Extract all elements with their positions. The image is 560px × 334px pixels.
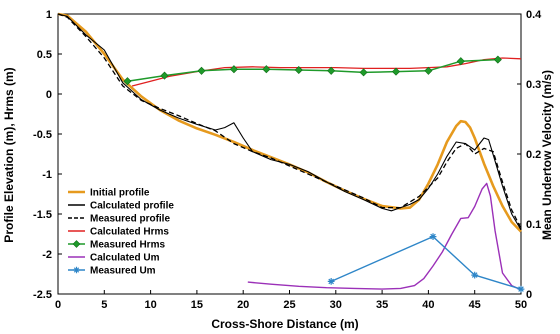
legend: Initial profile Calculated profile Measure… (68, 188, 174, 277)
y2-tick-label: 0 (526, 289, 532, 301)
series-line-measured-hrms (127, 58, 498, 82)
y2-tick-label: 0.1 (526, 219, 541, 231)
y-tick-label: -2 (42, 249, 52, 261)
legend-label: Calculated Hrms (90, 227, 169, 238)
x-axis-label: Cross-Shore Distance (m) (211, 317, 358, 331)
legend-label: Calculated Um (90, 253, 160, 264)
data-point (197, 66, 206, 75)
y2-tick-label: 0.3 (526, 79, 541, 91)
data-point (517, 285, 525, 293)
series-layer (57, 12, 525, 293)
legend-label: Calculated profile (90, 201, 174, 212)
legend-label: Measured Um (90, 266, 156, 277)
series-calculated-um (247, 182, 522, 291)
data-point (493, 55, 502, 64)
y-tick-label: -2.5 (33, 289, 52, 301)
legend-item-measured-profile: Measured profile (68, 214, 170, 225)
x-tick-label: 15 (191, 299, 203, 311)
series-measured-hrms (123, 55, 502, 86)
data-point (327, 278, 335, 285)
y2-tick-label: 0.4 (526, 9, 542, 21)
y-tick-label: -1 (42, 169, 52, 181)
data-point (262, 65, 271, 74)
series-line-calculated-um (247, 182, 522, 291)
x-tick-label: 30 (330, 299, 342, 311)
legend-item-initial-profile: Initial profile (68, 188, 150, 199)
legend-item-calculated-um: Calculated Um (68, 253, 160, 264)
legend-marker (73, 266, 80, 274)
y-tick-label: -1.5 (33, 209, 52, 221)
data-point (471, 271, 479, 279)
y-tick-label: -0.5 (33, 129, 52, 141)
data-point (456, 57, 465, 66)
legend-item-measured-hrms: Measured Hrms (68, 240, 165, 251)
x-tick-label: 40 (422, 299, 434, 311)
x-tick-label: 25 (283, 299, 295, 311)
data-point (359, 68, 368, 77)
data-point (294, 65, 303, 75)
legend-item-measured-um: Measured Um (68, 266, 156, 277)
data-point (160, 71, 169, 80)
series-calculated-profile (57, 13, 522, 231)
data-point (327, 66, 336, 75)
x-tick-label: 35 (376, 299, 388, 311)
x-tick-label: 50 (515, 299, 527, 311)
legend-label: Measured Hrms (90, 240, 165, 251)
data-point (123, 77, 132, 86)
data-point (229, 65, 238, 74)
y-tick-label: 0.5 (37, 49, 52, 61)
series-measured-um (327, 233, 525, 293)
legend-item-calculated-hrms: Calculated Hrms (68, 227, 169, 238)
axes: 0 5 10 15 20 25 30 35 40 45 50 1 0.5 0 -0.5 -1 -1.5 -2 -2.… (33, 9, 542, 311)
legend-item-calculated-profile: Calculated profile (68, 201, 174, 212)
series-initial-profile (57, 12, 522, 233)
data-point (429, 233, 437, 240)
x-tick-label: 20 (237, 299, 249, 311)
series-line-calculated-profile (57, 13, 522, 231)
y-tick-label: 1 (46, 9, 52, 21)
legend-marker (72, 240, 81, 248)
legend-label: Initial profile (90, 188, 150, 199)
y-axis-label: Profile Elevation (m), Hrms (m) (2, 67, 16, 242)
data-point (391, 67, 401, 76)
y2-tick-label: 0.2 (526, 149, 541, 161)
x-tick-label: 5 (101, 299, 107, 311)
series-line-initial-profile (57, 12, 522, 233)
y-tick-label: 0 (46, 89, 52, 101)
data-point (424, 66, 433, 75)
x-tick-label: 0 (55, 299, 61, 311)
legend-label: Measured profile (90, 214, 170, 225)
x-tick-label: 45 (469, 299, 481, 311)
series-line-measured-um (330, 235, 522, 290)
x-tick-label: 10 (144, 299, 156, 311)
y2-axis-label: Mean Undertow Velocity (m/s) (540, 70, 554, 240)
